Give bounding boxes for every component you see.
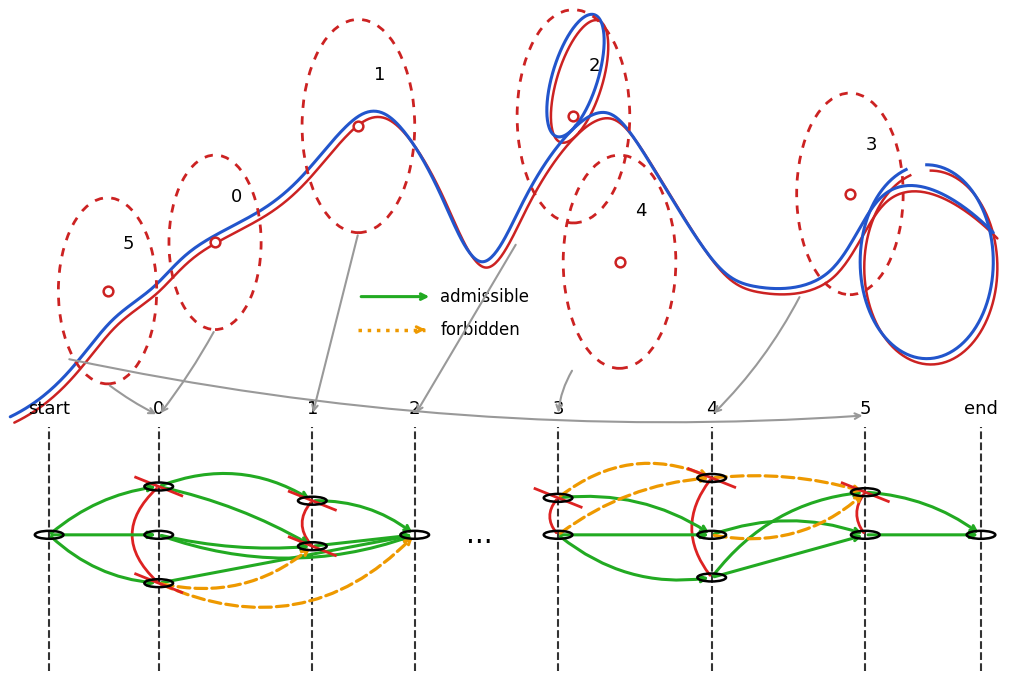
- Text: ...: ...: [466, 521, 493, 549]
- Text: 4: 4: [635, 202, 646, 220]
- Text: start: start: [28, 400, 71, 418]
- Text: end: end: [964, 400, 998, 418]
- Text: 5: 5: [859, 400, 871, 418]
- Text: 0: 0: [230, 188, 242, 206]
- Text: admissible: admissible: [440, 288, 529, 305]
- Text: 1: 1: [374, 66, 385, 85]
- Text: 5: 5: [123, 235, 134, 253]
- Text: 0: 0: [154, 400, 164, 418]
- Text: 2: 2: [589, 57, 600, 74]
- Text: 3: 3: [865, 136, 877, 154]
- Text: forbidden: forbidden: [440, 321, 520, 338]
- Text: 3: 3: [552, 400, 564, 418]
- Text: 1: 1: [306, 400, 318, 418]
- Text: 2: 2: [409, 400, 421, 418]
- Text: 4: 4: [706, 400, 718, 418]
